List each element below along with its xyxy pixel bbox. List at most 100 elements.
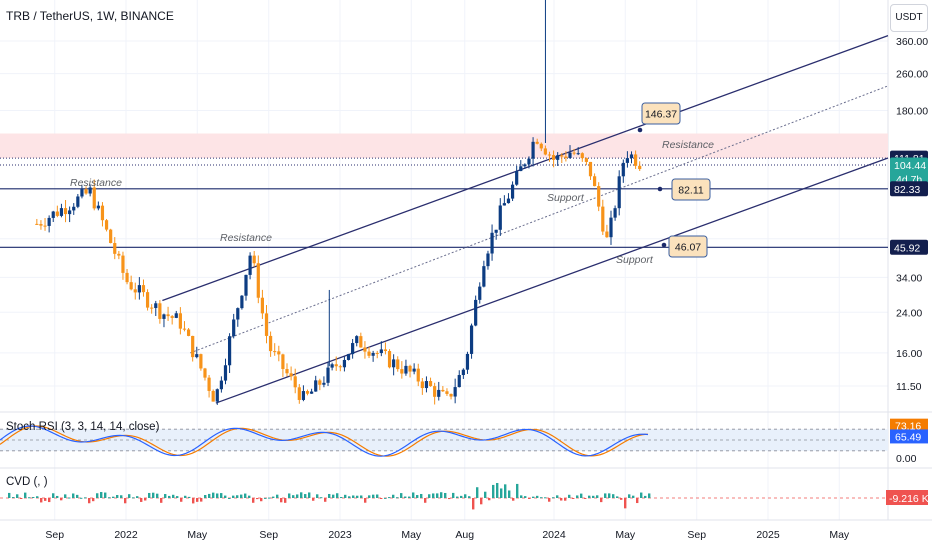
candle-body [498,205,502,230]
candle-body [318,380,322,385]
candle-body [88,187,92,194]
cvd-bar [476,487,479,498]
candle-body [588,161,593,177]
cvd-bar [264,497,267,499]
cvd-bar [456,496,459,498]
candle-body [104,220,109,230]
cvd-bar [508,490,511,498]
cvd-label[interactable]: CVD (, ) [6,476,48,488]
candle-body [625,158,630,163]
cvd-bar [176,496,179,498]
candle-body [416,368,420,382]
stoch-k-value: 65.49 [895,431,921,443]
cvd-bar [224,495,227,498]
candle-body [232,319,236,337]
candle-body [490,232,494,254]
candle-body [465,353,470,370]
candle-body [43,225,47,227]
cvd-bar [488,498,491,501]
stoch-k-line [0,425,649,457]
candle-body [236,308,240,320]
candle-body [510,184,515,199]
cvd-bar [592,495,595,498]
cvd-bar [256,498,259,500]
cvd-bar [316,494,319,498]
candle-body [199,354,203,369]
candle-body [326,367,330,383]
candle-body [506,198,511,204]
annotation-resistance: Resistance [662,139,714,151]
cvd-bar [148,492,151,498]
cvd-bar [204,495,207,498]
candle-body [334,364,338,367]
cvd-bar [308,492,311,498]
price-label-bg [890,181,928,197]
cvd-bar [428,494,431,498]
cvd-bar [648,493,651,498]
candle-body [141,285,146,293]
cvd-bar [68,497,71,499]
candle-body [269,335,273,352]
cvd-bar [380,498,383,499]
price-tick: 180.00 [896,105,928,117]
candle-body [223,365,228,381]
candle-body [166,314,170,317]
cvd-bar [76,494,79,498]
cvd-bar [172,494,175,498]
cvd-bar [360,495,363,498]
candle-body [35,223,39,225]
cvd-bar [344,494,347,498]
price-axis: 360.00260.00180.0034.0024.0016.0011.5011… [890,36,928,393]
channel-lower-line [215,157,889,404]
cvd-bar [440,492,443,498]
cvd-bar [636,498,639,504]
callout-dot [657,186,663,192]
candle-body [371,352,375,356]
cvd-bar [184,495,187,498]
callout-box [671,178,711,201]
candle-body [592,176,597,187]
cvd-bar [96,493,99,498]
candle-body [355,336,359,344]
candle-body [556,155,560,160]
cvd-bar [584,498,587,499]
candle-body [474,299,478,326]
stoch-rsi-label[interactable]: Stoch RSI (3, 3, 14, 14, close) [6,421,160,433]
currency-unit-button[interactable]: USDT [890,4,928,32]
candle-body [363,347,367,352]
candle-body [80,189,84,197]
candle-body [330,364,334,368]
cvd-bar [132,497,135,499]
price-label: 45.92 [894,242,920,254]
time-axis: Sep 2022 May Sep 2023 May Aug 2024 May Sep 2025 May [45,529,850,541]
time-tick: May [829,529,850,541]
candle-body [486,253,490,267]
candle-body [137,285,141,293]
cvd-bar [88,498,91,504]
cvd-bar [104,492,107,498]
cvd-bar [192,498,195,504]
cvd-bar [232,495,235,498]
candle-body [260,297,264,314]
cvd-bar [412,492,415,498]
cvd-bar [640,492,643,498]
candle-body [174,313,178,318]
channel-mid-line [190,85,889,354]
candle-body [55,211,59,216]
cvd-bar [20,498,23,499]
candle-body [404,365,408,374]
cvd-bar [188,496,191,498]
cvd-bar [312,498,315,501]
candle-body [387,351,392,368]
cvd-bar [212,492,215,498]
cvd-bar [560,498,563,501]
candle-body [47,217,51,226]
cvd-bar [556,495,559,498]
cvd-bar [16,494,19,498]
cvd-bar [120,495,123,498]
cvd-bar [460,495,463,498]
cvd-bar [432,493,435,498]
cvd-bar [296,494,299,498]
